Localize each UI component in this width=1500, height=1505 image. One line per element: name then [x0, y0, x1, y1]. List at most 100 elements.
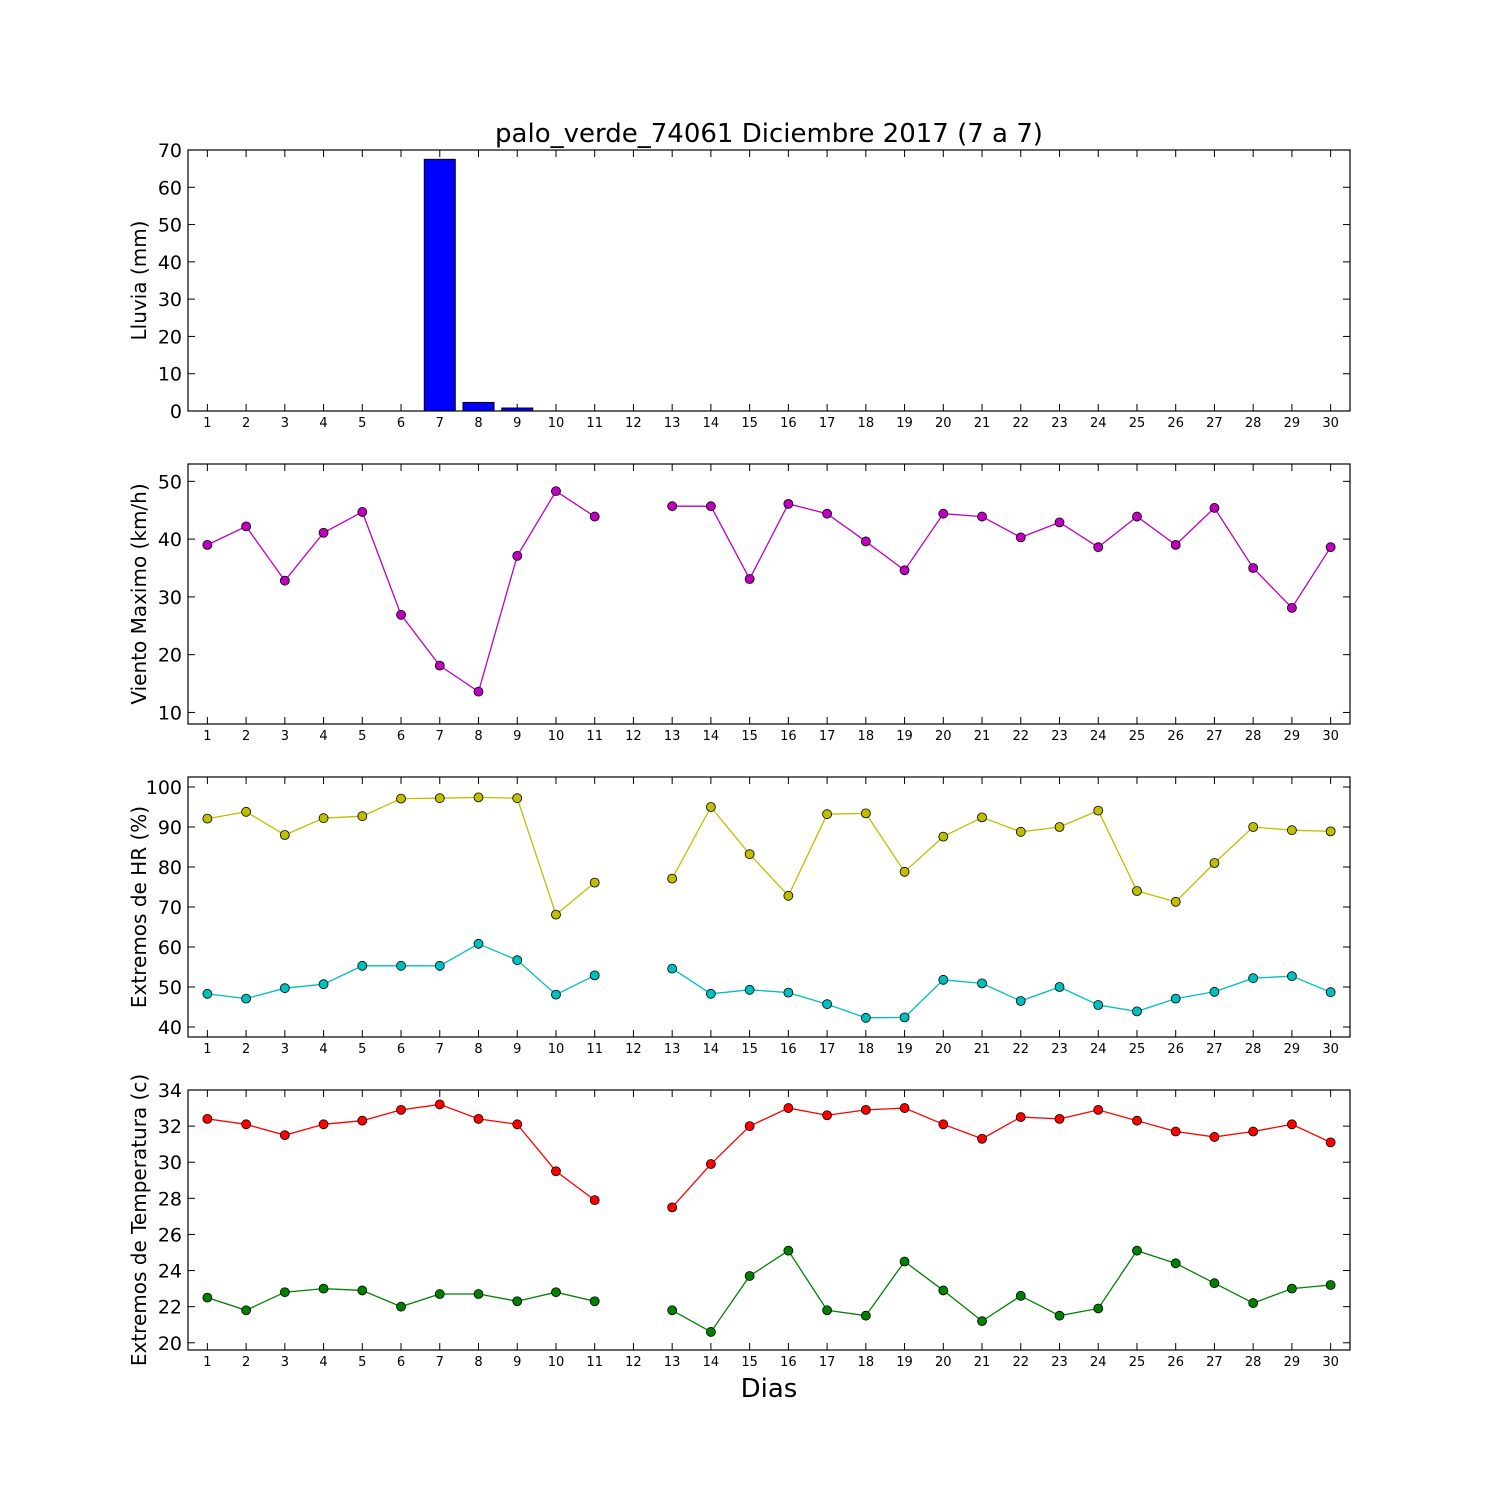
x-tick-label: 20: [935, 1355, 952, 1370]
x-tick-label: 30: [1322, 1042, 1339, 1057]
data-point: [279, 1130, 290, 1141]
data-point: [1209, 1132, 1220, 1142]
data-point: [589, 970, 600, 981]
data-point: [551, 1287, 561, 1298]
data-point: [512, 1119, 523, 1130]
data-point: [318, 979, 329, 990]
data-point: [396, 609, 406, 620]
data-point: [1093, 542, 1104, 553]
data-point: [1287, 1119, 1297, 1130]
data-point: [1248, 563, 1259, 573]
x-tick-label: 10: [548, 1355, 565, 1370]
data-point: [860, 1310, 871, 1321]
x-tick-label: 11: [586, 1042, 603, 1057]
x-tick-label: 26: [1167, 729, 1184, 744]
x-tick-label: 16: [780, 729, 797, 744]
data-point: [1015, 996, 1026, 1006]
x-tick-label: 25: [1129, 1355, 1146, 1370]
x-tick-label: 14: [703, 1355, 720, 1370]
data-point: [899, 1256, 910, 1267]
data-point: [899, 1012, 910, 1023]
data-point: [1132, 1006, 1142, 1017]
data-point: [589, 1296, 600, 1307]
x-tick-label: 11: [586, 1355, 603, 1370]
x-tick-label: 18: [858, 1355, 875, 1370]
y-axis-label: Lluvia (mm): [127, 221, 151, 341]
data-point: [783, 1245, 794, 1256]
bar: [501, 407, 534, 412]
y-tick-label: 60: [158, 177, 182, 199]
data-point: [706, 501, 716, 512]
data-point: [396, 793, 406, 804]
x-tick-label: 6: [397, 416, 405, 431]
y-tick-label: 20: [158, 645, 182, 667]
data-point: [977, 511, 987, 522]
x-tick-label: 22: [1012, 1355, 1029, 1370]
y-tick-label: 70: [158, 140, 182, 162]
data-point: [1325, 1137, 1336, 1148]
data-point: [899, 866, 910, 877]
data-point: [1170, 539, 1181, 550]
data-point: [1248, 1126, 1259, 1137]
data-point: [706, 988, 716, 999]
data-point: [744, 849, 755, 860]
x-tick-label: 27: [1206, 729, 1223, 744]
y-tick-label: 100: [146, 777, 182, 799]
data-point: [434, 793, 445, 804]
x-tick-label: 19: [896, 1042, 913, 1057]
data-point: [396, 1301, 406, 1312]
x-tick-label: 28: [1245, 416, 1262, 431]
x-tick-label: 6: [397, 729, 405, 744]
x-tick-label: 27: [1206, 1042, 1223, 1057]
data-point: [202, 988, 213, 999]
x-tick-label: 9: [513, 1042, 521, 1057]
x-tick-label: 4: [319, 729, 327, 744]
data-point: [473, 686, 484, 697]
x-tick-label: 24: [1090, 1355, 1107, 1370]
x-tick-label: 16: [780, 1355, 797, 1370]
x-tick-label: 29: [1284, 1355, 1301, 1370]
data-point: [318, 527, 329, 538]
data-point: [279, 983, 290, 994]
x-tick-label: 4: [319, 1042, 327, 1057]
y-tick-label: 20: [158, 326, 182, 348]
data-point: [938, 974, 949, 985]
y-tick-label: 32: [158, 1116, 182, 1138]
x-tick-label: 12: [625, 1355, 642, 1370]
series-line: [672, 503, 1332, 609]
y-tick-label: 40: [158, 529, 182, 551]
y-tick-label: 50: [158, 471, 182, 493]
data-point: [241, 521, 252, 532]
x-tick-label: 18: [858, 729, 875, 744]
data-point: [357, 1285, 368, 1296]
data-point: [434, 1099, 445, 1110]
data-point: [202, 813, 213, 824]
data-point: [357, 507, 368, 517]
data-point: [1132, 1115, 1142, 1126]
x-tick-label: 16: [780, 1042, 797, 1057]
data-point: [434, 1289, 445, 1299]
series-line: [671, 1249, 1331, 1333]
x-tick-label: 30: [1322, 416, 1339, 431]
bar: [462, 401, 495, 412]
x-tick-label: 13: [664, 729, 681, 744]
data-point: [860, 1104, 871, 1115]
x-tick-label: 25: [1129, 1042, 1146, 1057]
data-point: [667, 963, 678, 974]
x-tick-label: 8: [474, 416, 482, 431]
x-tick-label: 12: [625, 729, 642, 744]
data-point: [241, 1119, 252, 1130]
x-tick-label: 16: [780, 416, 797, 431]
x-tick-label: 2: [242, 1355, 250, 1370]
data-point: [1209, 986, 1220, 997]
x-tick-label: 26: [1167, 416, 1184, 431]
data-point: [1093, 805, 1104, 816]
data-point: [279, 1287, 290, 1298]
x-tick-label: 25: [1129, 729, 1146, 744]
data-point: [473, 792, 484, 803]
y-tick-label: 0: [170, 401, 182, 423]
data-point: [473, 938, 484, 949]
data-point: [318, 1119, 329, 1130]
data-point: [860, 536, 871, 547]
